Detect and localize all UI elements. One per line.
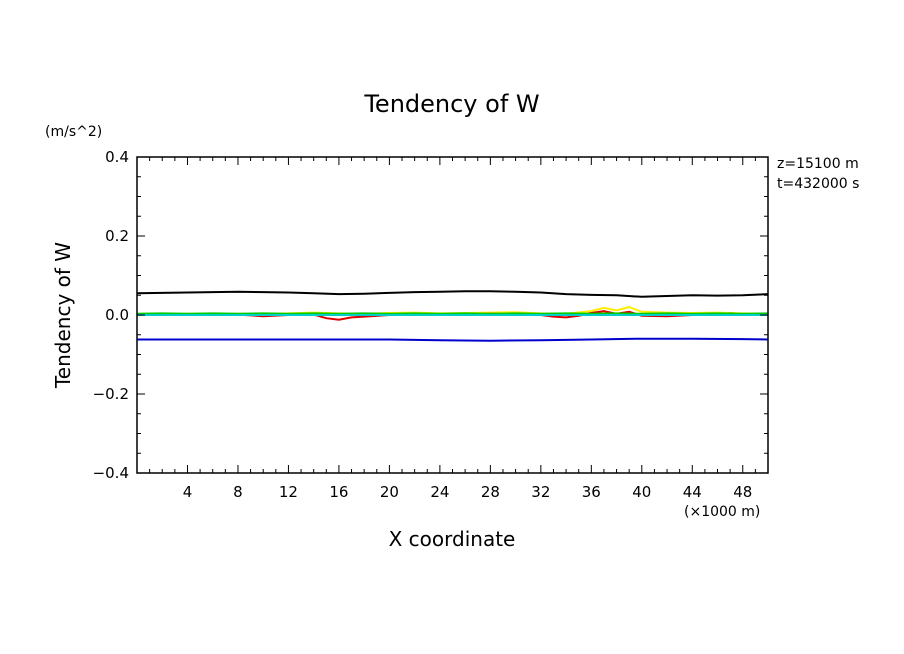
ticks-layer: 4 8 12 16 20 24 28 32 36 40 44 480.40.20.0−0.2−0.4: [93, 148, 768, 501]
info-t-label: t=432000 s: [777, 176, 859, 192]
series-layer: [136, 290, 769, 342]
y-tick-label: −0.2: [93, 385, 129, 403]
x-tick-label: 28: [481, 483, 500, 501]
x-unit-label: (×1000 m): [684, 504, 760, 520]
y-tick-label: 0.4: [105, 148, 129, 166]
chart-title: Tendency of W: [363, 90, 539, 118]
x-axis-label: X coordinate: [389, 527, 516, 551]
y-tick-label: 0.2: [105, 227, 129, 245]
info-z-label: z=15100 m: [777, 156, 859, 172]
x-tick-label: 48: [733, 483, 752, 501]
y-unit-label: (m/s^2): [45, 124, 102, 140]
series-line-2: [137, 337, 769, 342]
x-tick-label: 12: [279, 483, 298, 501]
x-tick-label: 4: [183, 483, 193, 501]
plot-frame: [136, 156, 769, 474]
x-tick-label: 36: [582, 483, 601, 501]
x-tick-label: 32: [531, 483, 550, 501]
x-tick-label: 20: [380, 483, 399, 501]
x-tick-label: 24: [430, 483, 449, 501]
x-tick-label: 40: [632, 483, 651, 501]
y-axis-label: Tendency of W: [51, 242, 75, 389]
x-tick-label: 8: [233, 483, 243, 501]
y-tick-label: −0.4: [93, 464, 129, 482]
x-tick-label: 44: [683, 483, 702, 501]
y-tick-label: 0.0: [105, 306, 129, 324]
series-line-1: [136, 290, 769, 298]
x-tick-label: 16: [329, 483, 348, 501]
